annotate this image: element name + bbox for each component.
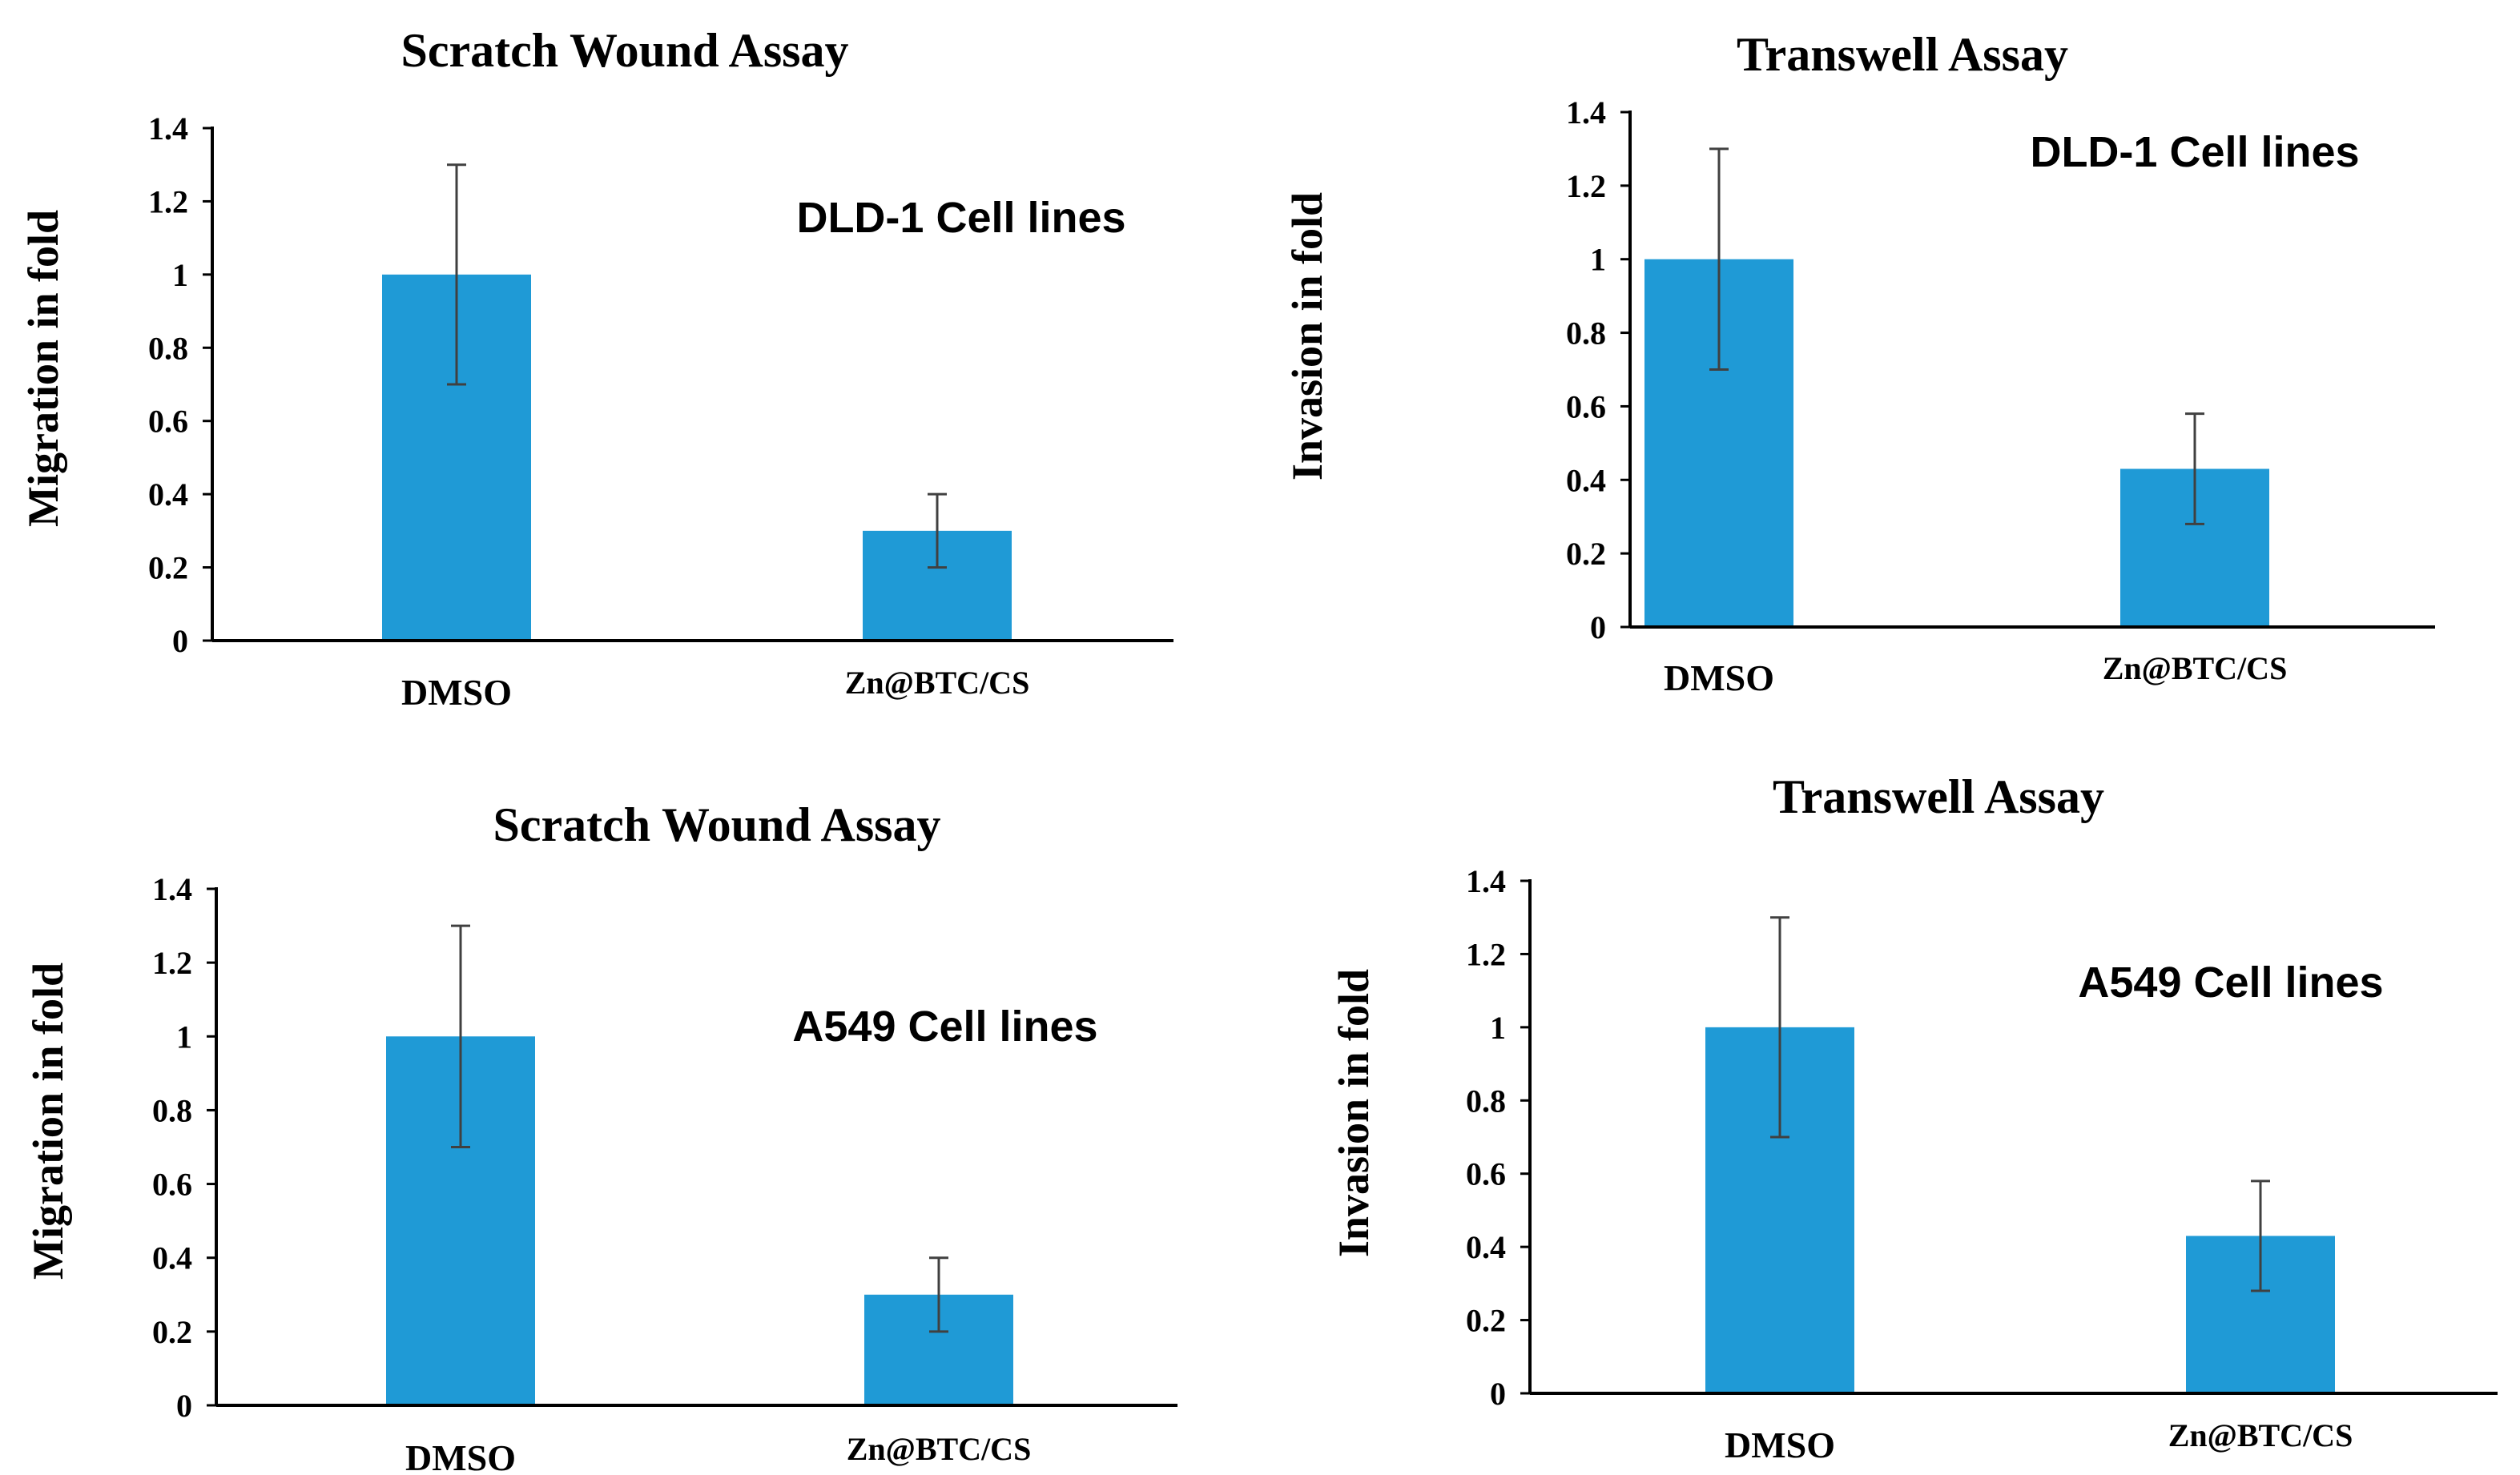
y-tick-label: 1 (1590, 242, 1606, 278)
cell-line-annotation: A549 Cell lines (792, 1003, 1097, 1051)
y-tick-label: 0.8 (1466, 1083, 1506, 1119)
y-tick-label: 1.2 (1566, 168, 1606, 204)
y-tick-label: 1.4 (148, 111, 188, 147)
x-tick-label: Zn@BTC/CS (847, 1431, 1032, 1467)
y-tick-label: 0.2 (1566, 536, 1606, 572)
y-tick-label: 0.2 (148, 550, 188, 586)
y-tick-label: 0.4 (1466, 1229, 1506, 1265)
y-tick-label: 0.4 (1566, 462, 1606, 498)
y-tick-label: 0 (1590, 609, 1606, 645)
x-tick-label: DMSO (405, 1437, 516, 1471)
y-tick-label: 1 (1490, 1010, 1506, 1046)
y-tick-label: 0.6 (1466, 1156, 1506, 1192)
y-tick-label: 0.8 (152, 1092, 192, 1128)
x-tick-label: Zn@BTC/CS (2168, 1417, 2353, 1453)
y-tick-label: 0.8 (148, 330, 188, 366)
cell-line-annotation: A549 Cell lines (2078, 959, 2383, 1007)
y-tick-label: 1.2 (152, 945, 192, 981)
cell-line-annotation: DLD-1 Cell lines (796, 194, 1125, 242)
x-tick-label: Zn@BTC/CS (845, 665, 1030, 701)
y-tick-label: 0.6 (152, 1167, 192, 1203)
y-tick-label: 0 (1490, 1376, 1506, 1412)
y-tick-label: 0 (176, 1388, 192, 1424)
chart-svg: Transwell Assay Invasion in fold DLD-1 Cel… (1283, 28, 2435, 698)
y-tick-label: 0.6 (148, 404, 188, 440)
x-tick-label: DMSO (1664, 657, 1774, 698)
chart-panel-3: Scratch Wound Assay Migration in fold A549… (0, 745, 1250, 1475)
chart-panel-2: Transwell Assay Invasion in fold DLD-1 Cel… (1250, 0, 2520, 745)
y-tick-label: 1.2 (1466, 936, 1506, 972)
chart-title: Scratch Wound Assay (493, 798, 940, 851)
y-tick-label: 0.2 (152, 1314, 192, 1350)
y-tick-label: 0.8 (1566, 315, 1606, 352)
chart-svg: Scratch Wound Assay Migration in fold DLD-… (19, 24, 1173, 713)
y-tick-label: 1.4 (152, 871, 192, 907)
chart-title: Transwell Assay (1737, 28, 2068, 81)
y-tick-label: 1.2 (148, 183, 188, 219)
chart-title: Scratch Wound Assay (401, 24, 848, 77)
y-tick-label: 0.6 (1566, 388, 1606, 424)
x-tick-label: DMSO (1725, 1425, 1835, 1465)
y-tick-label: 1.4 (1566, 94, 1606, 131)
y-tick-label: 0 (172, 623, 188, 659)
y-tick-label: 0.2 (1466, 1303, 1506, 1339)
x-tick-label: DMSO (401, 672, 512, 713)
chart-svg: Scratch Wound Assay Migration in fold A549… (24, 798, 1177, 1475)
y-tick-label: 1 (176, 1019, 192, 1055)
y-tick-label: 0.4 (148, 476, 188, 512)
chart-panel-4: Transwell Assay Invasion in fold A549 Cell… (1250, 745, 2520, 1471)
x-tick-label: Zn@BTC/CS (2103, 650, 2288, 686)
y-tick-label: 0.4 (152, 1240, 192, 1276)
y-tick-label: 1 (172, 257, 188, 293)
y-axis-label: Migration in fold (19, 210, 67, 527)
y-axis-label: Migration in fold (24, 963, 72, 1280)
chart-panel-1: Scratch Wound Assay Migration in fold DLD-… (0, 0, 1250, 745)
y-axis-label: Invasion in fold (1283, 192, 1331, 480)
y-axis-label: Invasion in fold (1330, 969, 1378, 1257)
chart-svg: Transwell Assay Invasion in fold A549 Cell… (1330, 770, 2498, 1465)
y-tick-label: 1.4 (1466, 863, 1506, 899)
cell-line-annotation: DLD-1 Cell lines (2030, 128, 2359, 176)
chart-title: Transwell Assay (1773, 770, 2104, 823)
